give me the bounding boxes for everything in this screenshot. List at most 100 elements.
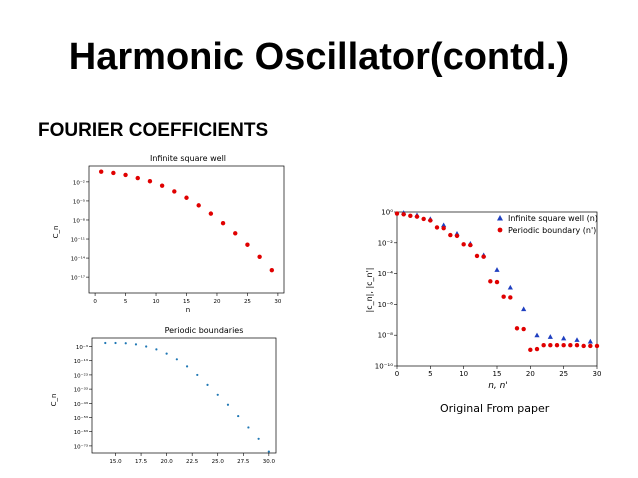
- x-tick-label: 25: [559, 370, 568, 378]
- data-point: [448, 232, 453, 238]
- legend-marker: [497, 227, 503, 233]
- x-axis-label: n, n': [488, 381, 508, 391]
- y-tick-label: 10⁻²³: [74, 372, 88, 379]
- data-point: [441, 225, 446, 231]
- x-tick-label: 0: [93, 299, 97, 305]
- paper-comparison-chart: n, n' |c_n|, |c_n'| 0 5 10 15 20 25 30 10⁰ 10⁻² 1…: [365, 209, 602, 392]
- y-tick-label: 10⁻¹³: [74, 358, 88, 365]
- data-point: [421, 216, 426, 222]
- data-point: [111, 170, 116, 176]
- y-tick-label: 10⁻⁴³: [74, 401, 88, 408]
- x-tick-label: 15.0: [109, 459, 122, 465]
- data-point: [561, 335, 567, 341]
- data-point: [267, 450, 270, 453]
- legend-label: Periodic boundary (n'): [508, 226, 596, 235]
- data-point: [394, 211, 400, 216]
- data-point: [257, 437, 260, 440]
- periodic-boundaries-chart: Periodic boundaries C_n 15.0 17.5 20.0 22.5…: [50, 326, 277, 465]
- data-point: [247, 426, 250, 429]
- data-point: [175, 358, 178, 361]
- data-point: [233, 231, 238, 236]
- data-point: [534, 346, 540, 352]
- x-tick-label: 10: [153, 299, 160, 305]
- x-tick-label: 25.0: [212, 459, 225, 465]
- y-axis-label: C_n: [50, 394, 58, 407]
- data-point: [468, 242, 473, 248]
- data-point: [216, 393, 219, 396]
- x-tick-label: 20.0: [160, 459, 173, 465]
- x-tick-label: 27.5: [237, 459, 250, 465]
- y-tick-label: 10⁻⁴: [378, 270, 394, 278]
- data-point: [196, 203, 201, 208]
- data-point: [145, 345, 148, 348]
- y-tick-label: 10⁻³³: [74, 387, 88, 394]
- y-tick-label: 10⁻⁸: [73, 217, 86, 224]
- data-point: [587, 338, 593, 344]
- y-tick-label: 10⁻⁵: [73, 198, 85, 205]
- data-point: [124, 342, 127, 345]
- data-point: [155, 348, 158, 351]
- data-point: [574, 343, 580, 348]
- x-tick-label: 15: [493, 370, 502, 378]
- data-point: [147, 179, 153, 184]
- x-axis-label: n: [186, 306, 190, 314]
- y-tick-label: 10⁻⁷³: [74, 443, 88, 450]
- data-point: [172, 189, 177, 194]
- y-tick-label: 10⁻⁶: [378, 301, 394, 309]
- y-tick-label: 10⁻⁸: [378, 332, 394, 340]
- y-tick-label: 10⁻²: [73, 179, 85, 186]
- x-tick-label: 10: [459, 370, 468, 378]
- data-point: [269, 267, 275, 273]
- x-tick-label: 22.5: [186, 459, 199, 465]
- data-point: [461, 242, 466, 247]
- x-tick-label: 15: [183, 299, 190, 305]
- y-tick-label: 10⁻¹⁰: [375, 363, 393, 371]
- x-tick-label: 20: [526, 370, 535, 378]
- data-point: [434, 225, 440, 230]
- data-point: [206, 383, 209, 386]
- data-point: [257, 254, 262, 260]
- data-point: [401, 212, 406, 217]
- data-point: [494, 267, 500, 272]
- data-point: [134, 343, 138, 346]
- data-point: [548, 343, 553, 348]
- data-point: [581, 343, 586, 349]
- y-axis-label: |c_n|, |c_n'|: [365, 267, 374, 312]
- data-point: [414, 214, 420, 219]
- x-tick-label: 5: [428, 370, 432, 378]
- data-point: [494, 279, 500, 285]
- data-point: [594, 343, 600, 349]
- slide-subtitle: FOURIER COEFFICIENTS: [38, 120, 269, 141]
- data-point: [208, 211, 214, 216]
- y-axis-label: C_n: [52, 226, 60, 239]
- data-point: [408, 213, 413, 219]
- data-point: [528, 347, 533, 353]
- data-point: [507, 284, 513, 290]
- data-point: [588, 343, 593, 349]
- data-point: [541, 343, 546, 348]
- legend-marker: [497, 215, 503, 221]
- data-point: [554, 343, 560, 348]
- y-tick-label: 10⁻¹⁴: [71, 256, 86, 263]
- chart-title: Periodic boundaries: [165, 326, 244, 335]
- plot-frame: [88, 165, 285, 294]
- figure-caption: Original From paper: [440, 402, 550, 415]
- x-tick-label: 30: [593, 370, 602, 378]
- data-point: [237, 414, 240, 418]
- chart-title: Infinite square well: [150, 154, 226, 163]
- data-point: [220, 220, 226, 226]
- data-point: [454, 233, 460, 239]
- data-point: [501, 294, 506, 299]
- data-point: [561, 343, 566, 348]
- y-tick-label: 10⁰: [381, 209, 393, 217]
- x-tick-label: 30.0: [263, 459, 276, 465]
- data-point: [135, 175, 140, 181]
- x-tick-label: 25: [244, 299, 251, 305]
- data-point: [114, 341, 117, 345]
- data-point: [159, 183, 165, 188]
- data-point: [428, 218, 433, 223]
- data-point: [521, 306, 527, 312]
- slide-title: Harmonic Oscillator(contd.): [68, 36, 570, 78]
- data-point: [534, 332, 540, 338]
- infinite-square-well-chart: Infinite square well C_n n 0 5 10 15 20 25 30 1…: [52, 154, 285, 314]
